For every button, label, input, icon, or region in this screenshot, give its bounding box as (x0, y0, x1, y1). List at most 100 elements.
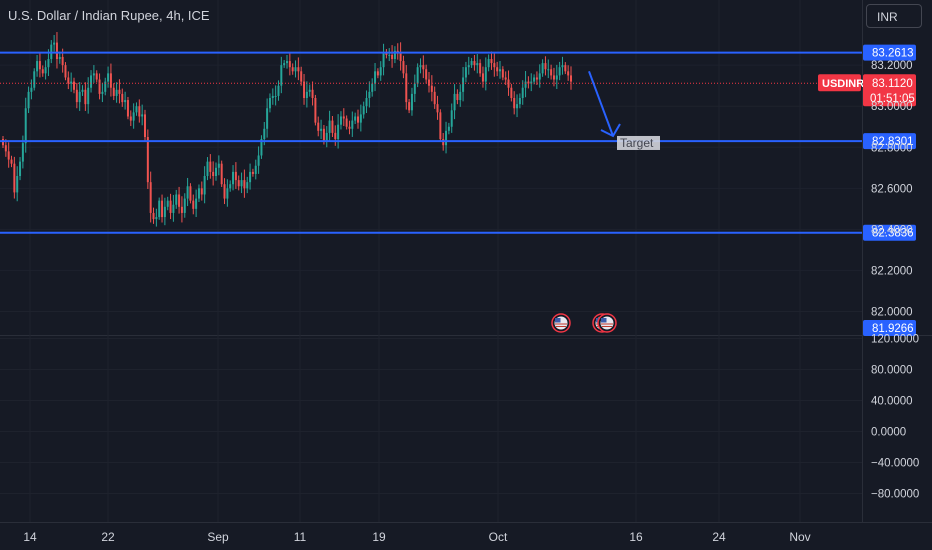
candle (408, 99, 411, 114)
candle-body (331, 120, 334, 133)
arrow-head-icon (600, 123, 621, 138)
candle-body (530, 81, 533, 84)
candle (379, 61, 382, 81)
candle (527, 76, 530, 89)
candle (516, 94, 519, 118)
candle-body (75, 89, 78, 103)
candle-body (30, 87, 33, 92)
candle (496, 61, 499, 77)
candle (300, 66, 303, 86)
candle (84, 82, 87, 111)
candle-body (101, 91, 104, 94)
target-label-text: Target (620, 136, 654, 150)
time-tick-label: 24 (712, 530, 726, 544)
candle-body (124, 100, 127, 103)
candle (410, 87, 413, 116)
candle-body (109, 73, 112, 88)
candle (399, 42, 402, 71)
us-flag-icon[interactable] (597, 313, 617, 333)
candle (294, 60, 297, 78)
candle (552, 67, 555, 87)
candle-body (570, 75, 572, 82)
candle (433, 86, 436, 109)
candle (357, 109, 359, 129)
candle-body (450, 110, 453, 127)
candle-body (297, 67, 300, 72)
candle-body (19, 161, 22, 176)
candle (314, 94, 317, 126)
candle-body (524, 81, 527, 88)
candle (166, 196, 169, 211)
candle-body (362, 106, 365, 115)
candle (499, 60, 501, 79)
price-tick-label: 82.8000 (871, 142, 913, 154)
target-label-bg (617, 135, 660, 150)
price-tick-label: 82.0000 (871, 306, 913, 318)
time-tick-label: 11 (294, 530, 307, 544)
candle (13, 156, 16, 199)
candle-body (459, 91, 462, 101)
candle-body (379, 67, 382, 76)
candle-body (476, 63, 479, 66)
candle-body (456, 93, 459, 101)
candle-body (229, 184, 232, 189)
candle-body (152, 212, 155, 220)
candle (382, 43, 385, 76)
candle-body (382, 52, 385, 68)
candle (58, 51, 61, 64)
candle (209, 154, 212, 179)
candle-body (209, 161, 212, 172)
candle-body (490, 59, 493, 64)
candles-layer (2, 32, 572, 227)
candle-body (294, 67, 297, 72)
candle-body (135, 106, 138, 113)
candle-body (567, 71, 570, 76)
candle-body (513, 98, 516, 109)
currency-button[interactable]: INR (866, 4, 922, 28)
candle (385, 49, 388, 59)
candle (226, 179, 229, 207)
candle (413, 74, 416, 103)
candle-body (510, 87, 513, 98)
us-flag-icon[interactable] (551, 313, 571, 333)
oscillator-tick-label: 120.0000 (871, 334, 919, 346)
candle-body (462, 77, 465, 92)
level-price-label-target: 82.8301 (872, 136, 914, 148)
candle-body (232, 171, 235, 185)
candle-body (564, 65, 567, 72)
target-arrow-line[interactable] (588, 70, 614, 137)
price-tick-label: 83.0000 (871, 101, 913, 113)
price-axis[interactable]: 83.2000 83.0000 82.8000 82.6000 82.4000 82.20… (871, 60, 919, 500)
candle (345, 115, 348, 130)
level-price-label-support: 82.3836 (872, 228, 914, 240)
candle (27, 86, 30, 114)
candle-body (544, 63, 547, 70)
candle (479, 59, 482, 77)
candle (325, 126, 328, 148)
candle (146, 129, 149, 189)
candle-body (112, 87, 115, 96)
candle (195, 189, 198, 217)
candle (33, 68, 36, 91)
oscillator-tick-label: 40.0000 (871, 396, 913, 408)
candle-body (41, 69, 44, 74)
candle (286, 54, 288, 69)
candle (138, 99, 141, 123)
candle-body (320, 128, 323, 131)
candle-body (303, 81, 306, 98)
candle (104, 77, 107, 96)
candle (493, 52, 496, 77)
time-tick-label: 14 (23, 530, 37, 544)
target-label[interactable]: Target (617, 135, 660, 150)
candle-body (180, 206, 183, 213)
time-axis[interactable]: 14 22 Sep 11 19 Oct 16 24 Nov (23, 530, 810, 544)
candle (459, 84, 462, 107)
candle-body (430, 85, 433, 92)
candle (334, 125, 337, 146)
oscillator-tick-label: −40.0000 (871, 458, 919, 470)
candle-body (186, 186, 189, 199)
candle-body (308, 89, 311, 92)
candle (183, 193, 186, 218)
candle-body (365, 98, 368, 107)
